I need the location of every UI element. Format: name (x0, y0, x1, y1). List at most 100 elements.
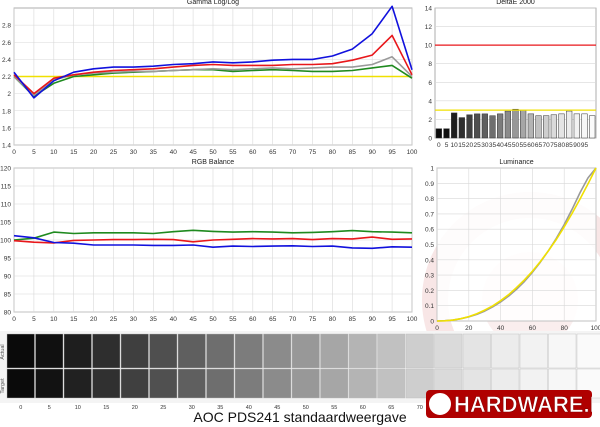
swatch-target (320, 368, 349, 399)
x-tick-label: 10 (451, 142, 459, 149)
swatch-actual (35, 333, 64, 369)
x-tick-label: 35 (150, 316, 158, 323)
x-tick-label: 85 (349, 149, 357, 156)
y-tick-label: 110 (1, 202, 12, 209)
chart-title: Gamma Log/Log (187, 0, 239, 6)
swatch-actual (491, 333, 520, 369)
x-tick-label: 5 (445, 142, 449, 149)
y-tick-label: 105 (0, 220, 11, 227)
chart-title: Luminance (499, 159, 533, 166)
x-tick-label: 15 (458, 142, 466, 149)
x-tick-label: 65 (535, 142, 543, 149)
swatch-label: 65 (388, 405, 394, 411)
deltae-bar (497, 113, 504, 139)
deltae-bar (550, 114, 557, 139)
y-tick-label: 0.3 (425, 273, 434, 280)
rgb-line-green (13, 229, 413, 241)
deltae-bar (581, 113, 588, 139)
y-tick-label: 1 (430, 166, 434, 173)
swatch-target (377, 368, 406, 399)
swatch-actual (63, 333, 92, 369)
deltae-bar (512, 108, 519, 139)
y-tick-label: 2.8 (2, 23, 11, 30)
swatch-actual (149, 333, 178, 369)
x-tick-label: 0 (12, 149, 16, 156)
x-tick-label: 40 (497, 142, 505, 149)
x-tick-label: 60 (249, 149, 257, 156)
swatch-target (206, 368, 235, 399)
swatch-target (63, 368, 92, 399)
swatch-label: 15 (103, 405, 109, 411)
swatch-actual (120, 333, 149, 369)
swatch-label: 70 (417, 405, 423, 411)
y-tick-label: 0.7 (425, 211, 434, 218)
x-tick-label: 0 (435, 325, 439, 332)
swatch-label: 20 (132, 405, 138, 411)
x-tick-label: 55 (229, 316, 237, 323)
swatch-label: 30 (189, 405, 195, 411)
y-tick-label: 1.6 (2, 125, 11, 132)
x-tick-label: 25 (110, 149, 118, 156)
x-tick-label: 95 (388, 149, 396, 156)
y-tick-label: 1.4 (2, 143, 11, 150)
y-tick-label: 8 (428, 61, 432, 68)
y-tick-label: 12 (425, 24, 433, 31)
swatch-actual (177, 333, 206, 369)
x-tick-label: 30 (130, 149, 138, 156)
y-tick-label: 0.2 (425, 288, 434, 295)
swatch-label: 55 (331, 405, 337, 411)
x-tick-label: 45 (189, 316, 197, 323)
deltae-bar (566, 110, 573, 139)
deltae-bar (589, 115, 596, 139)
chart-title: RGB Balance (192, 159, 235, 166)
swatch-actual (434, 333, 463, 369)
swatch-actual (206, 333, 235, 369)
swatch-target (348, 368, 377, 399)
x-tick-label: 5 (32, 316, 36, 323)
swatch-actual (519, 333, 548, 369)
deltae-bar (543, 115, 550, 139)
x-tick-label: 55 (229, 149, 237, 156)
deltae-bar (489, 115, 496, 139)
x-tick-label: 0 (437, 142, 441, 149)
y-tick-label: 0.9 (425, 181, 434, 188)
swatch-target (234, 368, 263, 399)
x-tick-label: 100 (407, 316, 418, 323)
swatch-actual (6, 333, 35, 369)
y-tick-label: 115 (1, 184, 12, 191)
y-tick-label: 80 (4, 310, 12, 317)
swatch-actual (576, 333, 600, 369)
swatch-actual (548, 333, 577, 369)
y-tick-label: 4 (428, 98, 432, 105)
x-tick-label: 85 (349, 316, 357, 323)
x-tick-label: 90 (369, 316, 377, 323)
deltae-bar (481, 113, 488, 139)
x-tick-label: 70 (289, 149, 297, 156)
logo-text: HARDWARE.INFO (454, 392, 592, 417)
swatch-target (35, 368, 64, 399)
gamma-line-green (13, 64, 413, 97)
swatch-target (92, 368, 121, 399)
deltae-bar (474, 113, 481, 139)
x-tick-label: 20 (465, 325, 473, 332)
x-tick-label: 80 (329, 316, 337, 323)
x-tick-label: 50 (209, 316, 217, 323)
deltae-bar (558, 113, 565, 139)
luminance-line-yellow (436, 167, 597, 322)
gamma-line-blue (13, 5, 413, 99)
x-tick-label: 50 (209, 149, 217, 156)
x-tick-label: 85 (566, 142, 574, 149)
y-tick-label: 85 (4, 292, 12, 299)
rgb-line-blue (13, 234, 413, 250)
y-tick-label: 0.6 (425, 227, 434, 234)
x-tick-label: 100 (407, 149, 418, 156)
x-tick-label: 80 (329, 149, 337, 156)
swatch-actual (462, 333, 491, 369)
x-tick-label: 30 (481, 142, 489, 149)
swatch-target (177, 368, 206, 399)
row-label-target: Target (0, 378, 6, 394)
y-tick-label: 10 (425, 43, 433, 50)
x-tick-label: 0 (12, 316, 16, 323)
x-tick-label: 50 (512, 142, 520, 149)
